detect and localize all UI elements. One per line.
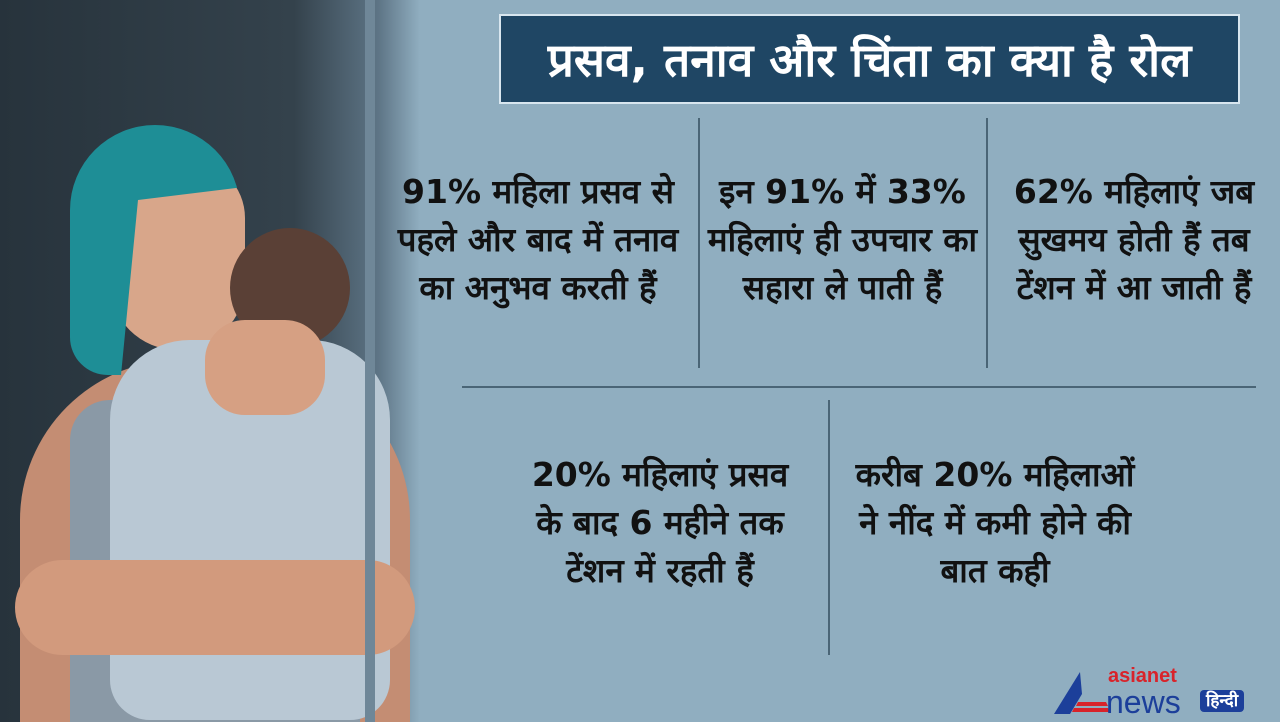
logo-line2: news bbox=[1106, 684, 1181, 720]
woman-hand bbox=[205, 320, 325, 415]
page-title: प्रसव, तनाव और चिंता का क्या है रोल bbox=[547, 33, 1192, 87]
divider bbox=[462, 386, 1256, 388]
divider bbox=[986, 118, 988, 368]
logo-line1: asianet bbox=[1108, 665, 1177, 687]
stat-3: 62% महिलाएं जब सुखमय होती हैं तब टेंशन म… bbox=[1013, 172, 1255, 307]
stat-4: 20% महिलाएं प्रसव के बाद 6 महीने तक टेंश… bbox=[531, 455, 789, 590]
asianet-news-logo: asianet news हिन्दी bbox=[1050, 666, 1275, 718]
woman-arm bbox=[15, 560, 415, 655]
asianet-a-icon bbox=[1054, 672, 1110, 714]
stat-2: इन 91% में 33% महिलाएं ही उपचार का सहारा… bbox=[707, 172, 978, 307]
divider bbox=[698, 118, 700, 368]
title-banner: प्रसव, तनाव और चिंता का क्या है रोल bbox=[499, 14, 1240, 104]
stat-5: करीब 20% महिलाओं ने नींद में कमी होने की… bbox=[855, 455, 1135, 590]
mother-holding-baby-photo bbox=[0, 0, 420, 722]
logo-badge: हिन्दी bbox=[1200, 690, 1245, 712]
wall-edge bbox=[365, 0, 375, 722]
divider bbox=[828, 400, 830, 655]
stat-1: 91% महिला प्रसव से पहले और बाद में तनाव … bbox=[397, 172, 679, 307]
